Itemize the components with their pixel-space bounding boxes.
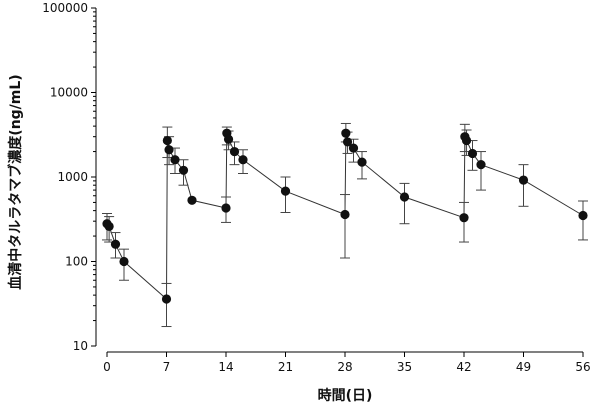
data-point xyxy=(399,192,410,202)
data-point xyxy=(518,175,529,185)
data-point xyxy=(164,145,174,155)
x-tick-label: 7 xyxy=(163,360,171,374)
data-point xyxy=(162,135,172,146)
data-point xyxy=(476,160,486,170)
x-tick-label: 49 xyxy=(516,360,531,374)
data-point xyxy=(342,137,353,147)
x-tick-label: 56 xyxy=(575,360,590,374)
data-point xyxy=(578,210,588,221)
data-point xyxy=(110,239,121,249)
x-tick-label: 28 xyxy=(337,360,352,374)
x-tick-label: 42 xyxy=(456,360,471,374)
y-axis-ticks: 10 100 1000 10000 100000 xyxy=(42,1,96,353)
y-tick-label: 10000 xyxy=(50,86,88,100)
data-point xyxy=(161,294,172,304)
data-point xyxy=(238,155,248,165)
data-point xyxy=(461,135,472,146)
data-point xyxy=(229,146,240,157)
data-point xyxy=(340,209,350,220)
x-tick-label: 35 xyxy=(397,360,412,374)
data-point xyxy=(178,165,189,175)
y-tick-label: 100000 xyxy=(42,1,88,15)
x-tick-label: 14 xyxy=(218,360,233,374)
data-point xyxy=(467,148,478,159)
data-point xyxy=(280,186,291,196)
data-point xyxy=(221,203,231,213)
data-point xyxy=(223,134,234,144)
y-axis-title: 血清中タルラタマブ濃度(ng/mL) xyxy=(7,74,24,289)
y-tick-label: 10 xyxy=(73,339,88,353)
x-tick-label: 21 xyxy=(278,360,293,374)
data-point xyxy=(104,221,114,232)
data-point xyxy=(357,157,367,167)
data-point xyxy=(187,195,197,205)
data-point xyxy=(348,143,359,153)
y-tick-label: 1000 xyxy=(57,170,88,184)
x-axis-title: 時間(日) xyxy=(318,387,373,404)
x-axis-ticks: 0 7 14 21 28 35 42 49 56 xyxy=(103,352,591,374)
x-tick-label: 0 xyxy=(103,360,111,374)
data-point xyxy=(341,128,351,138)
data-point xyxy=(119,256,129,267)
data-point xyxy=(459,213,469,223)
series-layer xyxy=(102,122,588,328)
data-point xyxy=(170,155,180,165)
y-tick-label: 100 xyxy=(65,255,88,269)
